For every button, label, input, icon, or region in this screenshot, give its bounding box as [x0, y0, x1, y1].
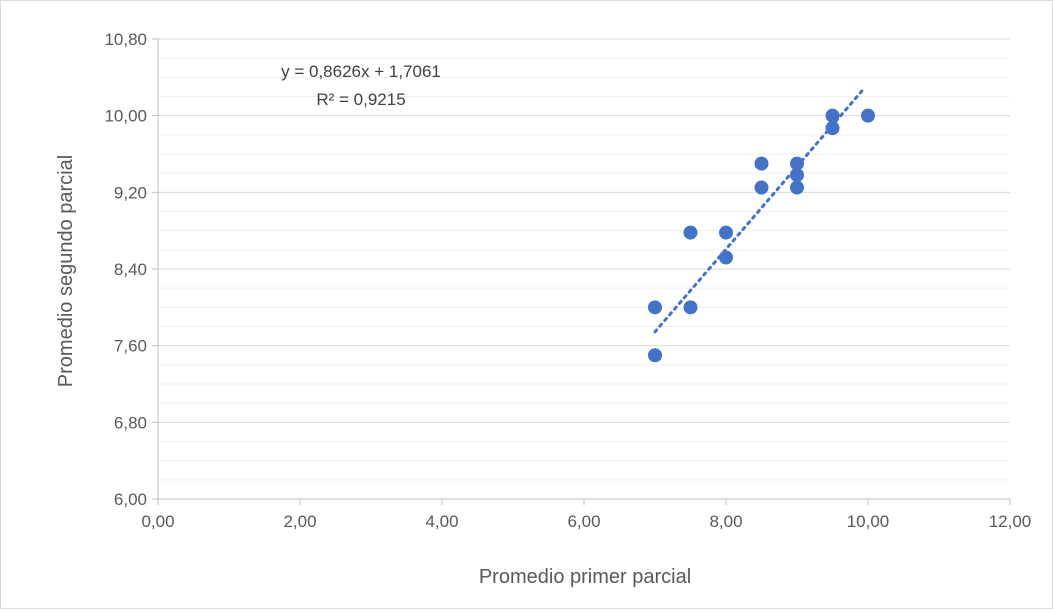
data-point [754, 180, 769, 195]
trendline-equation: y = 0,8626x + 1,7061 [281, 62, 441, 81]
tick-labels: 6,00 6,80 7,60 8,40 9,20 10,00 10,80 0,00 2,00 4,… [104, 30, 1031, 531]
data-point [790, 180, 804, 195]
data-point [719, 225, 733, 240]
x-tick-label: 0,00 [141, 512, 174, 531]
data-points [648, 108, 875, 363]
y-axis-title: Promedio segundo parcial [55, 155, 77, 387]
y-tick-label: 6,80 [114, 413, 147, 432]
x-tick-label: 8,00 [709, 512, 742, 531]
y-tick-label: 8,40 [114, 260, 147, 279]
x-tick-label: 6,00 [567, 512, 600, 531]
trendline-layer [653, 86, 866, 334]
x-tick-label: 2,00 [283, 512, 316, 531]
y-tick-label: 10,00 [104, 107, 147, 126]
data-point [790, 156, 804, 171]
data-point [825, 121, 840, 136]
y-tick-label: 6,00 [114, 490, 147, 509]
grid-layer [158, 38, 1010, 481]
y-tick-label: 7,60 [114, 337, 147, 356]
data-point [754, 156, 769, 171]
data-point [683, 300, 698, 315]
data-point [683, 225, 698, 240]
x-tick-label: 4,00 [425, 512, 458, 531]
x-tick-label: 12,00 [989, 512, 1032, 531]
x-axis-title: Promedio primer parcial [479, 566, 691, 588]
trendline [653, 86, 866, 334]
trendline-r-squared: R² = 0,9215 [316, 90, 405, 109]
y-tick-label: 9,20 [114, 183, 147, 202]
x-tick-label: 10,00 [847, 512, 890, 531]
y-tick-label: 10,80 [104, 30, 147, 49]
data-point [861, 108, 875, 123]
data-point [790, 168, 804, 183]
data-point [648, 348, 662, 363]
data-point [825, 108, 840, 123]
data-point [648, 300, 662, 315]
axis-layer [152, 38, 1011, 505]
data-point [719, 250, 733, 265]
